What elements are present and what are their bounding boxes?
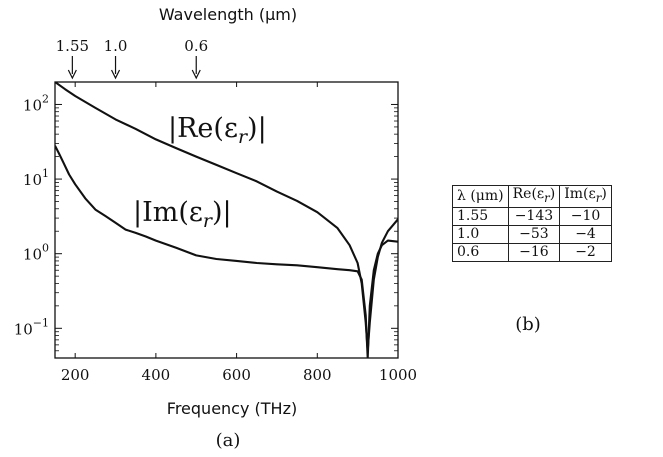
x-tick-label: 600 bbox=[222, 366, 251, 384]
y-tick-label: 100 bbox=[23, 242, 49, 264]
table-cell: −53 bbox=[507, 224, 561, 244]
table-cell: 1.55 bbox=[452, 206, 509, 226]
series-line-im bbox=[55, 145, 398, 358]
y-tick-label: 101 bbox=[23, 167, 49, 189]
table-row: 0.6 −16 −2 bbox=[452, 242, 612, 262]
wavelength-arrow-head bbox=[67, 69, 77, 80]
series-label-im: |Im(εr)| bbox=[133, 197, 232, 232]
series-label-re: |Re(εr)| bbox=[168, 113, 267, 148]
table-header-row: λ (μm) Re(εr) Im(εr) bbox=[452, 185, 612, 208]
top-axis-label: Wavelength (μm) bbox=[159, 5, 297, 24]
wavelength-arrow-head bbox=[110, 69, 121, 80]
wavelength-tick-label: 1.0 bbox=[104, 37, 128, 55]
series-line-re bbox=[55, 82, 398, 352]
table-row: 1.0 −53 −4 bbox=[452, 224, 612, 244]
wavelength-tick-label: 0.6 bbox=[184, 37, 208, 55]
x-tick-label: 1000 bbox=[379, 366, 417, 384]
y-tick-label: 102 bbox=[23, 92, 49, 114]
permittivity-table: λ (μm) Re(εr) Im(εr) 1.55 −143 −10 1.0 −… bbox=[452, 185, 612, 262]
table-header-im: Im(εr) bbox=[559, 185, 612, 208]
x-tick-label: 400 bbox=[142, 366, 171, 384]
table-cell: 0.6 bbox=[452, 242, 509, 262]
table-header-wavelength: λ (μm) bbox=[452, 185, 509, 208]
x-tick-label: 200 bbox=[61, 366, 90, 384]
wavelength-arrow-head bbox=[191, 69, 201, 80]
table-cell: −10 bbox=[559, 206, 612, 226]
table-cell: −16 bbox=[507, 242, 561, 262]
table-row: 1.55 −143 −10 bbox=[452, 206, 612, 226]
table-cell: −2 bbox=[559, 242, 612, 262]
caption-a: (a) bbox=[216, 430, 241, 451]
caption-b: (b) bbox=[515, 314, 541, 335]
x-axis-label: Frequency (THz) bbox=[167, 399, 297, 418]
table-cell: 1.0 bbox=[452, 224, 509, 244]
wavelength-tick-label: 1.55 bbox=[56, 37, 89, 55]
table-header-re: Re(εr) bbox=[507, 185, 561, 208]
x-tick-label: 800 bbox=[303, 366, 332, 384]
table-cell: −4 bbox=[559, 224, 612, 244]
y-tick-label: 10−1 bbox=[14, 316, 49, 338]
table-cell: −143 bbox=[507, 206, 561, 226]
